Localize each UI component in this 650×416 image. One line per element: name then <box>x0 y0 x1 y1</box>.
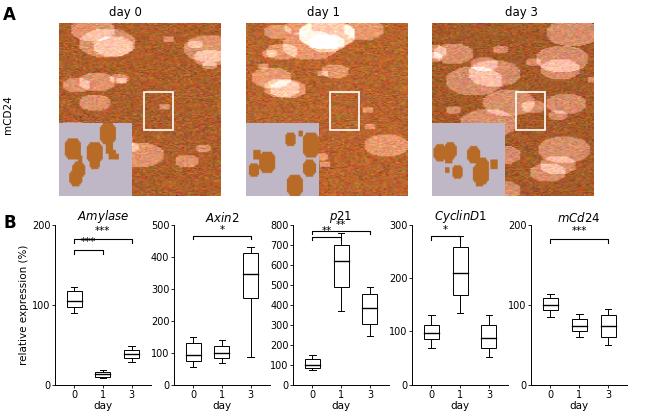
Text: *: * <box>220 225 224 235</box>
Title: $\it{Axin2}$: $\it{Axin2}$ <box>205 210 239 225</box>
Text: day 3: day 3 <box>505 6 538 19</box>
Text: *: * <box>443 225 448 235</box>
Bar <box>482 325 497 349</box>
Text: ***: *** <box>81 237 96 247</box>
X-axis label: day: day <box>450 401 470 411</box>
Bar <box>333 245 348 287</box>
Bar <box>144 92 173 130</box>
Bar <box>424 325 439 339</box>
Bar <box>214 346 229 358</box>
X-axis label: day: day <box>213 401 231 411</box>
X-axis label: day: day <box>94 401 112 411</box>
Title: $\it{p21}$: $\it{p21}$ <box>330 209 353 225</box>
Text: B: B <box>3 214 16 232</box>
Bar <box>452 247 467 295</box>
Bar <box>185 343 201 361</box>
Bar <box>330 92 359 130</box>
Bar <box>124 349 139 358</box>
Text: A: A <box>3 6 16 24</box>
Text: **: ** <box>322 226 332 236</box>
Title: $\it{mCd24}$: $\it{mCd24}$ <box>558 210 601 225</box>
Bar <box>543 298 558 310</box>
Bar <box>601 315 616 337</box>
Text: mCD24: mCD24 <box>3 95 13 134</box>
Bar <box>516 92 545 130</box>
Text: day 0: day 0 <box>109 6 142 19</box>
Bar <box>96 372 111 377</box>
Text: ***: *** <box>96 226 111 236</box>
Bar <box>66 291 81 307</box>
Title: $\it{Amylase}$: $\it{Amylase}$ <box>77 208 129 225</box>
Y-axis label: relative expression (%): relative expression (%) <box>19 245 29 365</box>
Text: ***: *** <box>571 226 587 236</box>
X-axis label: day: day <box>332 401 350 411</box>
Title: $\it{CyclinD1}$: $\it{CyclinD1}$ <box>434 208 487 225</box>
Text: **: ** <box>336 220 346 230</box>
X-axis label: day: day <box>569 401 589 411</box>
Bar <box>305 359 320 368</box>
Bar <box>243 253 259 298</box>
Bar <box>363 294 378 324</box>
Text: day 1: day 1 <box>307 6 340 19</box>
Bar <box>571 319 587 331</box>
